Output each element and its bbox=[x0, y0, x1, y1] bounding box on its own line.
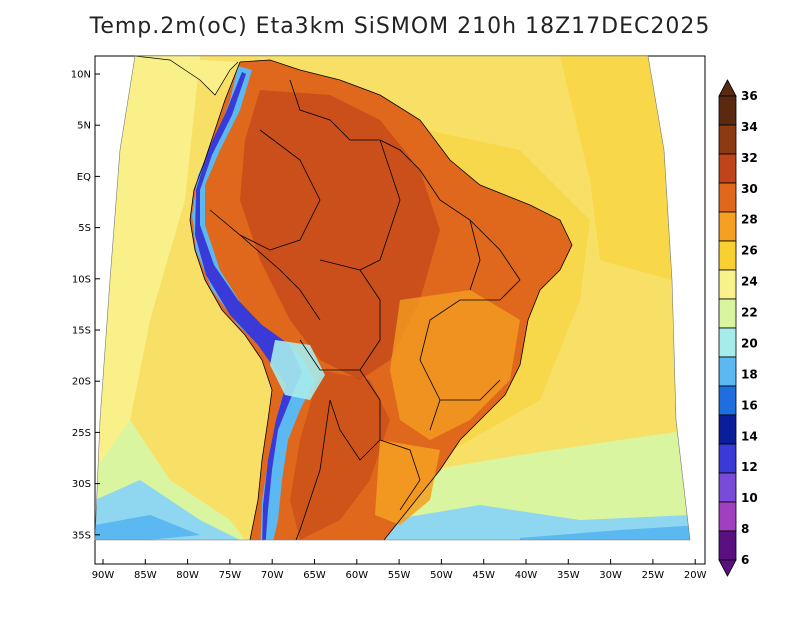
colorbar-label: 16 bbox=[741, 398, 758, 412]
lon-tick-label: 60W bbox=[345, 570, 368, 581]
colorbar-label: 36 bbox=[741, 89, 758, 103]
colorbar-segment bbox=[718, 530, 737, 561]
brazil-state-borders-d bbox=[440, 379, 501, 401]
domain-outline bbox=[94, 55, 691, 541]
lat-tick-label: 25S bbox=[72, 428, 91, 439]
southern-brazil-region bbox=[375, 440, 440, 525]
colorbar-label: 26 bbox=[741, 244, 758, 258]
colorbar-segment bbox=[718, 356, 737, 387]
lon-tick-label: 50W bbox=[430, 570, 453, 581]
colorbar-segment bbox=[718, 298, 737, 329]
colorbar-segment bbox=[718, 501, 737, 532]
colorbar-label: 22 bbox=[741, 306, 758, 320]
colorbar-segment bbox=[718, 327, 737, 358]
colorbar-label: 8 bbox=[741, 522, 749, 536]
colorbar-label: 34 bbox=[741, 120, 758, 134]
brazil-state-borders-a bbox=[419, 169, 521, 431]
colorbar-bottom-cap bbox=[718, 559, 737, 577]
colorbar-segment bbox=[718, 95, 737, 126]
colorbar-segment bbox=[718, 414, 737, 445]
coastline-pacific bbox=[189, 61, 273, 540]
andes-colder-ridge bbox=[195, 72, 302, 540]
brazil-state-borders-b bbox=[359, 139, 401, 271]
border-uruguay bbox=[379, 439, 421, 511]
colorbar-label: 6 bbox=[741, 553, 749, 567]
lat-tick-label: 20S bbox=[72, 377, 91, 388]
border-peru-brazil bbox=[239, 234, 321, 321]
lat-tick-label: EQ bbox=[77, 172, 91, 183]
lat-tick-label: 15S bbox=[72, 326, 91, 337]
altiplano-cool-region bbox=[270, 340, 325, 400]
map-title: Temp.2m(oC) Eta3km SiSMOM 210h 18Z17DEC2… bbox=[89, 14, 711, 39]
coastline-atlantic bbox=[239, 59, 573, 540]
lat-tick-label: 5S bbox=[78, 223, 91, 234]
lon-tick-label: 45W bbox=[472, 570, 495, 581]
brazil-state-borders-c bbox=[469, 219, 481, 291]
border-paraguay bbox=[329, 369, 381, 461]
amazon-hot-region bbox=[240, 90, 440, 380]
border-chile-argentina bbox=[289, 399, 331, 540]
lon-tick-label: 55W bbox=[388, 570, 411, 581]
colorbar-label: 30 bbox=[741, 182, 758, 196]
colorbar-segment bbox=[718, 385, 737, 416]
colorbar-top-cap bbox=[718, 79, 737, 97]
lat-tick-label: 30S bbox=[72, 479, 91, 490]
longitude-axis: 90W 85W 80W 75W 70W 65W 60W 55W 50W 45W 40W 35W 30W 2… bbox=[92, 559, 707, 581]
chaco-hot-region bbox=[290, 370, 390, 540]
lon-tick-label: 80W bbox=[176, 570, 199, 581]
pacific-colder-region bbox=[95, 515, 200, 540]
colorbar-label: 14 bbox=[741, 429, 758, 443]
border-venezuela bbox=[289, 79, 421, 171]
brazil-highlands-region bbox=[390, 290, 520, 440]
temperature-field bbox=[95, 56, 690, 540]
lon-tick-label: 35W bbox=[557, 570, 580, 581]
lon-tick-label: 30W bbox=[599, 570, 622, 581]
latitude-axis: 10N 5N EQ 5S 10S 15S 20S 25S 30S 35S bbox=[71, 70, 100, 541]
colorbar-label: 12 bbox=[741, 460, 758, 474]
pacific-mild-region bbox=[95, 56, 200, 480]
colorbar-label: 20 bbox=[741, 336, 758, 350]
atlantic-colder-region bbox=[520, 525, 690, 540]
colorbar-segment bbox=[718, 472, 737, 503]
lon-tick-label: 40W bbox=[515, 570, 538, 581]
lon-tick-label: 20W bbox=[684, 570, 707, 581]
atlantic-warm-region bbox=[560, 56, 672, 280]
colorbar: 36 34 32 30 28 26 24 22 20 18 16 14 12 10 8 6 bbox=[718, 79, 758, 577]
colorbar-segment bbox=[718, 443, 737, 474]
colorbar-label: 28 bbox=[741, 213, 758, 227]
andes-cold-ridge bbox=[192, 66, 315, 540]
central-america-fragment bbox=[134, 56, 239, 96]
lon-tick-label: 70W bbox=[261, 570, 284, 581]
colorbar-label: 10 bbox=[741, 491, 758, 505]
country-borders bbox=[189, 59, 573, 540]
lon-tick-label: 25W bbox=[642, 570, 665, 581]
colorbar-label: 32 bbox=[741, 151, 758, 165]
lon-tick-label: 85W bbox=[134, 570, 157, 581]
lon-tick-label: 65W bbox=[303, 570, 326, 581]
colorbar-label: 24 bbox=[741, 275, 758, 289]
colorbar-segment bbox=[718, 182, 737, 213]
colorbar-label: 18 bbox=[741, 367, 758, 381]
lon-tick-label: 90W bbox=[92, 570, 115, 581]
colorbar-segment bbox=[718, 211, 737, 242]
colorbar-segment bbox=[718, 124, 737, 155]
lat-tick-label: 10N bbox=[71, 70, 91, 81]
lat-tick-label: 5N bbox=[77, 121, 91, 132]
colorbar-segment bbox=[718, 269, 737, 300]
colorbar-segment bbox=[718, 153, 737, 184]
lon-tick-label: 75W bbox=[219, 570, 242, 581]
colorbar-segment bbox=[718, 240, 737, 271]
lat-tick-label: 35S bbox=[72, 530, 91, 541]
lat-tick-label: 10S bbox=[72, 274, 91, 285]
